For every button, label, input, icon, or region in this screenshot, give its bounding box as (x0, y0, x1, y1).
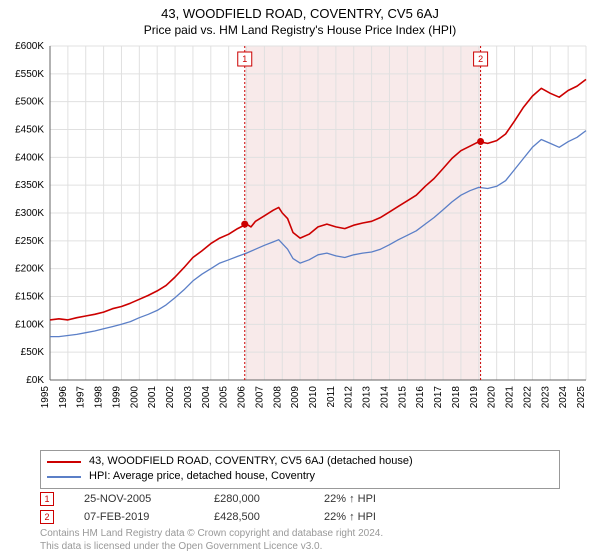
svg-text:2006: 2006 (237, 386, 248, 409)
svg-text:£0K: £0K (26, 375, 44, 386)
svg-text:2010: 2010 (308, 386, 319, 409)
sale-pct: 22% ↑ HPI (324, 511, 414, 523)
svg-text:2017: 2017 (433, 386, 444, 409)
svg-text:£150K: £150K (15, 292, 44, 303)
svg-text:2003: 2003 (183, 386, 194, 409)
svg-text:2016: 2016 (415, 386, 426, 409)
sale-price: £280,000 (214, 493, 294, 505)
svg-text:2008: 2008 (272, 386, 283, 409)
sale-date: 25-NOV-2005 (84, 493, 184, 505)
chart-area: £0K £50K £100K £150K £200K £250K £300K £350K £40… (0, 40, 600, 440)
svg-text:2000: 2000 (129, 386, 140, 409)
legend-label-hpi: HPI: Average price, detached house, Cove… (89, 469, 315, 484)
svg-text:2014: 2014 (379, 386, 390, 409)
sale-date: 07-FEB-2019 (84, 511, 184, 523)
sale-marker-icon: 2 (40, 510, 54, 524)
svg-text:£200K: £200K (15, 264, 44, 275)
svg-text:2001: 2001 (147, 386, 158, 409)
sale-pct: 22% ↑ HPI (324, 493, 414, 505)
legend-label-property: 43, WOODFIELD ROAD, COVENTRY, CV5 6AJ (d… (89, 454, 413, 469)
svg-text:2007: 2007 (254, 386, 265, 409)
line-chart-svg: £0K £50K £100K £150K £200K £250K £300K £350K £40… (0, 40, 600, 440)
svg-text:2009: 2009 (290, 386, 301, 409)
svg-text:£50K: £50K (21, 347, 45, 358)
svg-text:1: 1 (242, 54, 247, 64)
sales-row: 1 25-NOV-2005 £280,000 22% ↑ HPI (40, 490, 414, 508)
chart-title: 43, WOODFIELD ROAD, COVENTRY, CV5 6AJ (0, 0, 600, 21)
svg-text:£450K: £450K (15, 125, 44, 136)
svg-text:2023: 2023 (540, 386, 551, 409)
svg-text:2019: 2019 (469, 386, 480, 409)
svg-text:2005: 2005 (219, 386, 230, 409)
svg-text:2015: 2015 (397, 386, 408, 409)
chart-subtitle: Price paid vs. HM Land Registry's House … (0, 21, 600, 41)
sale-marker-icon: 1 (40, 492, 54, 506)
svg-text:2: 2 (478, 54, 483, 64)
legend-swatch-hpi (47, 476, 81, 478)
svg-text:£400K: £400K (15, 152, 44, 163)
svg-text:2012: 2012 (344, 386, 355, 409)
svg-text:2021: 2021 (505, 386, 516, 409)
attribution-line: This data is licensed under the Open Gov… (40, 541, 383, 554)
sales-table: 1 25-NOV-2005 £280,000 22% ↑ HPI 2 07-FE… (40, 490, 414, 526)
svg-text:1996: 1996 (58, 386, 69, 409)
svg-text:2025: 2025 (576, 386, 587, 409)
svg-text:2022: 2022 (522, 386, 533, 409)
svg-text:1995: 1995 (40, 386, 51, 409)
sales-row: 2 07-FEB-2019 £428,500 22% ↑ HPI (40, 508, 414, 526)
svg-text:£100K: £100K (15, 319, 44, 330)
legend-swatch-property (47, 461, 81, 463)
legend-item-property: 43, WOODFIELD ROAD, COVENTRY, CV5 6AJ (d… (47, 454, 553, 469)
attribution-line: Contains HM Land Registry data © Crown c… (40, 528, 383, 541)
svg-text:£600K: £600K (15, 41, 44, 52)
svg-text:2011: 2011 (326, 386, 337, 408)
svg-text:2004: 2004 (201, 386, 212, 409)
svg-text:1998: 1998 (94, 386, 105, 409)
legend-item-hpi: HPI: Average price, detached house, Cove… (47, 469, 553, 484)
svg-text:2020: 2020 (487, 386, 498, 409)
svg-text:£550K: £550K (15, 69, 44, 80)
svg-text:2013: 2013 (362, 386, 373, 409)
svg-text:2018: 2018 (451, 386, 462, 409)
svg-text:£350K: £350K (15, 180, 44, 191)
svg-text:£300K: £300K (15, 208, 44, 219)
svg-text:2024: 2024 (558, 386, 569, 409)
svg-text:2002: 2002 (165, 386, 176, 409)
sale-price: £428,500 (214, 511, 294, 523)
svg-text:£250K: £250K (15, 236, 44, 247)
attribution-text: Contains HM Land Registry data © Crown c… (40, 528, 383, 553)
svg-text:1999: 1999 (111, 386, 122, 409)
legend-box: 43, WOODFIELD ROAD, COVENTRY, CV5 6AJ (d… (40, 450, 560, 489)
svg-text:£500K: £500K (15, 97, 44, 108)
svg-text:1997: 1997 (76, 386, 87, 409)
